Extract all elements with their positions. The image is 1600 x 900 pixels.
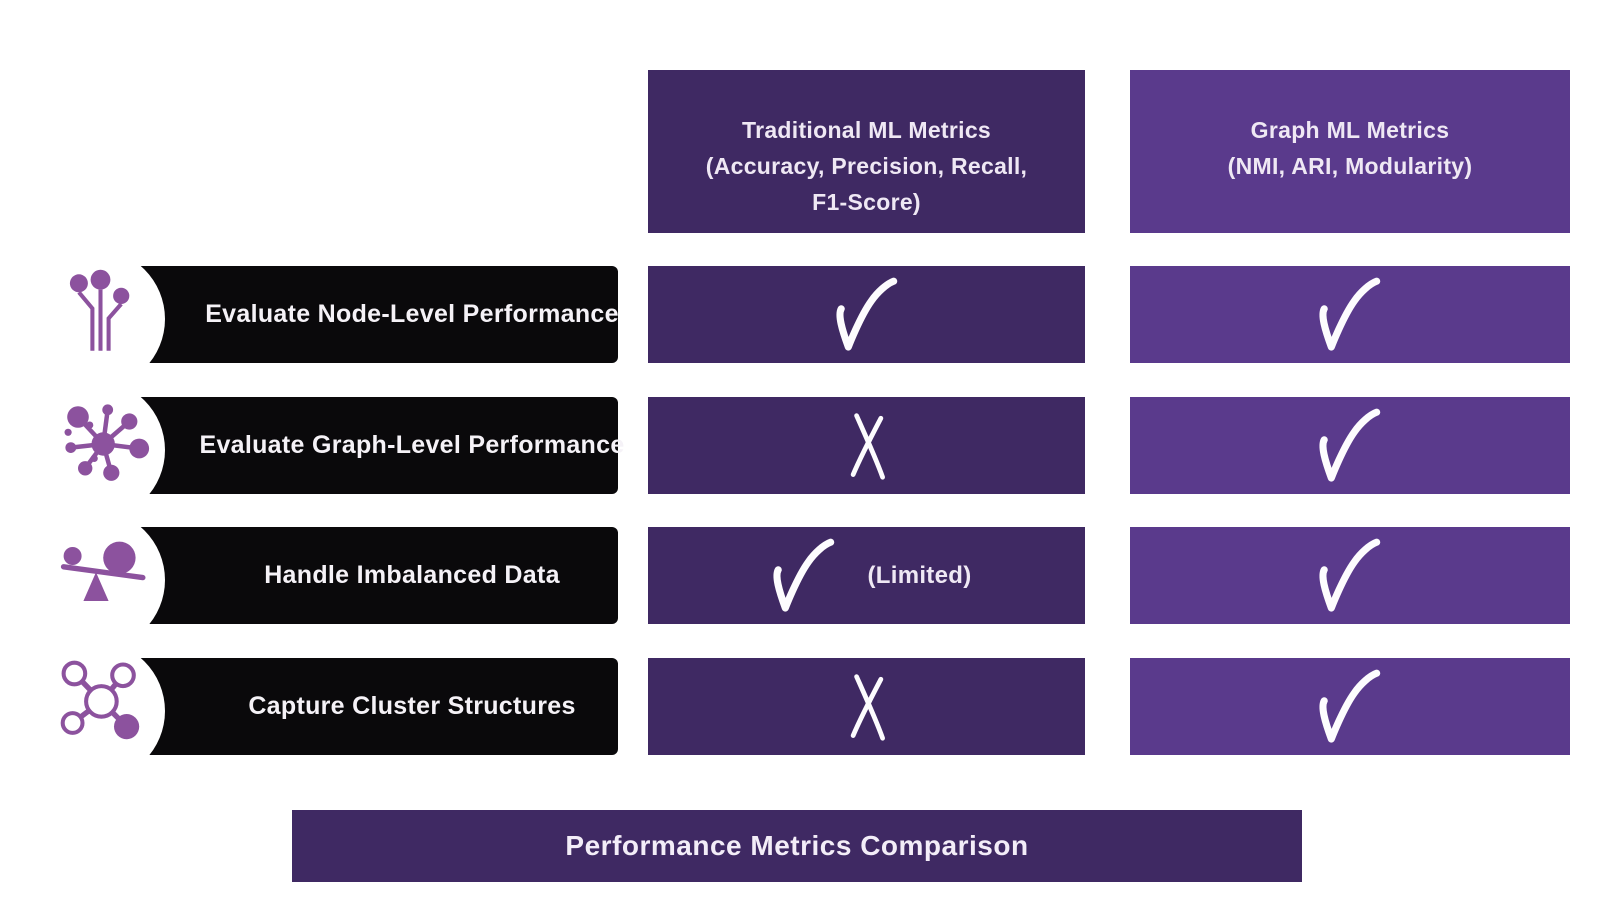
comparison-row: Evaluate Graph-Level Performance <box>0 380 1600 520</box>
balance-scale-icon <box>60 541 146 601</box>
header-line: (Accuracy, Precision, Recall, <box>705 153 1028 179</box>
row-label-bar: Evaluate Graph-Level Performance <box>100 397 624 494</box>
header-line: F1-Score) <box>812 189 921 215</box>
cell-graph <box>1130 266 1570 363</box>
cell-graph <box>1130 658 1570 755</box>
cross-mark-icon <box>850 412 885 480</box>
footer-title-bar: Performance Metrics Comparison <box>292 810 1302 882</box>
header-line: Traditional ML Metrics <box>742 117 991 143</box>
row-label: Evaluate Node-Level Performance <box>205 300 619 328</box>
page-title: Performance Metrics Comparison <box>565 830 1029 861</box>
cluster-molecule-icon <box>60 660 140 740</box>
cell-graph <box>1130 527 1570 624</box>
check-mark-icon <box>1319 538 1381 612</box>
cell-traditional <box>648 658 1085 755</box>
row-label-bar: Evaluate Node-Level Performance <box>100 266 619 363</box>
comparison-row: Capture Cluster Structures <box>0 641 1600 781</box>
cell-traditional <box>648 266 1085 363</box>
header-line: (NMI, ARI, Modularity) <box>1227 153 1473 179</box>
row-label: Handle Imbalanced Data <box>264 561 560 589</box>
cell-traditional: (Limited) <box>648 527 1085 624</box>
hub-network-icon <box>64 404 150 481</box>
comparison-row: Evaluate Node-Level Performance <box>0 249 1600 389</box>
check-mark-icon <box>1319 277 1381 351</box>
cross-mark-icon <box>850 673 885 741</box>
check-mark-icon <box>1319 669 1381 743</box>
row-label-bar: Capture Cluster Structures <box>100 658 618 755</box>
traditional-ml-metrics-header: Traditional ML Metrics (Accuracy, Precis… <box>648 70 1085 233</box>
check-mark-icon <box>835 277 897 351</box>
graph-ml-metrics-header: Graph ML Metrics (NMI, ARI, Modularity) <box>1130 70 1570 233</box>
comparison-row: Handle Imbalanced Data (Limited) <box>0 510 1600 650</box>
row-label-bar: Handle Imbalanced Data <box>100 527 618 624</box>
row-label: Evaluate Graph-Level Performance <box>199 431 625 459</box>
check-mark-icon <box>773 538 835 612</box>
cell-note: (Limited) <box>867 561 972 589</box>
node-network-icon <box>69 269 130 351</box>
row-label: Capture Cluster Structures <box>248 692 576 720</box>
check-mark-icon <box>1319 408 1381 482</box>
cell-traditional <box>648 397 1085 494</box>
cell-graph <box>1130 397 1570 494</box>
header-line: Graph ML Metrics <box>1250 117 1450 143</box>
